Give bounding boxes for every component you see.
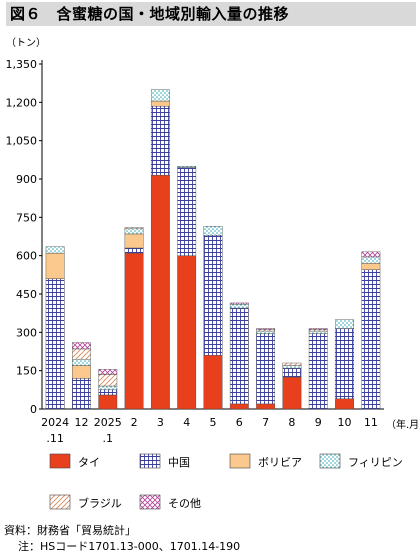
x-tick-label: 10 xyxy=(338,416,352,429)
y-tick-label: 750 xyxy=(16,211,37,224)
bar-segment xyxy=(256,328,276,330)
x-tick-label: 2024 xyxy=(41,416,69,429)
bar-segment xyxy=(256,330,276,334)
bar-segment xyxy=(124,252,144,410)
bar-segment xyxy=(308,330,328,334)
bar-segment xyxy=(282,365,302,369)
chart-title: 図６ 含蜜糖の国・地域別輸入量の推移 xyxy=(6,2,416,26)
bar-segment xyxy=(98,374,118,387)
legend-label: 中国 xyxy=(168,456,190,469)
legend-label: ボリビア xyxy=(258,456,302,469)
bar-segment xyxy=(308,328,328,330)
bar-segment xyxy=(177,255,197,410)
y-axis-unit-label: （トン） xyxy=(6,37,46,49)
bar-segment xyxy=(361,269,381,410)
bar-segment xyxy=(124,227,144,230)
source-note: 資料：財務省「貿易統計」 xyxy=(4,524,136,537)
bar-segment xyxy=(150,105,170,176)
x-tick-label: 12 xyxy=(74,416,88,429)
bar-segment xyxy=(45,252,65,279)
bar-segment xyxy=(203,226,223,236)
bar-segment xyxy=(72,348,91,360)
bar-segment xyxy=(150,100,170,107)
legend-swatch xyxy=(319,453,341,469)
y-tick-label: 1,200 xyxy=(6,96,38,109)
bar-segment xyxy=(335,398,354,410)
x-axis-unit-label: （年.月） xyxy=(386,418,420,431)
bar-segment xyxy=(98,369,118,375)
bar-segment xyxy=(150,174,170,410)
bar-segment xyxy=(124,233,144,249)
legend-swatch xyxy=(229,453,251,469)
x-tick-label: 6 xyxy=(236,416,243,429)
bar-segment xyxy=(45,246,65,254)
y-tick-label: 600 xyxy=(16,250,37,263)
bar-segment xyxy=(308,333,328,410)
bar-segment xyxy=(98,385,118,391)
bar-segment xyxy=(177,166,197,168)
bar-segment xyxy=(229,307,249,405)
x-tick-label: 7 xyxy=(262,416,269,429)
y-tick-label: 0 xyxy=(30,403,37,416)
bar-segment xyxy=(361,256,381,264)
bar-segment xyxy=(256,403,276,410)
bar-segment xyxy=(150,89,170,102)
x-tick-label: 9 xyxy=(315,416,322,429)
bar-segment xyxy=(335,319,354,329)
bar-segment xyxy=(177,167,197,256)
y-tick-label: 450 xyxy=(16,288,37,301)
bar-segment xyxy=(45,278,65,410)
y-tick-label: 1,050 xyxy=(6,135,38,148)
bar-segment xyxy=(72,365,91,379)
legend-label: その他 xyxy=(168,497,201,510)
bar-segment xyxy=(335,328,354,399)
x-tick-label: 3 xyxy=(157,416,164,429)
bar-segment xyxy=(282,362,302,366)
legend-label: フィリピン xyxy=(348,456,403,469)
bar-segment xyxy=(229,304,249,309)
x-tick-label: 11 xyxy=(364,416,378,429)
x-tick-label: .1 xyxy=(103,432,114,445)
y-tick-label: 300 xyxy=(16,326,37,339)
bar-segment xyxy=(282,367,302,378)
bar-segment xyxy=(98,394,118,410)
y-tick-label: 900 xyxy=(16,173,37,186)
y-tick-label: 150 xyxy=(16,365,37,378)
bar-segment xyxy=(229,302,249,305)
bar-segment xyxy=(72,358,91,366)
bar-segment xyxy=(282,376,302,410)
bar-segment xyxy=(229,403,249,410)
legend-swatch xyxy=(49,453,71,469)
x-tick-label: 4 xyxy=(183,416,190,429)
x-tick-label: 2025 xyxy=(94,416,122,429)
bar-segment xyxy=(203,355,223,410)
x-tick-label: 8 xyxy=(288,416,295,429)
x-tick-label: .11 xyxy=(46,432,64,445)
bar-segment xyxy=(256,333,276,405)
legend-label: タイ xyxy=(78,456,100,469)
x-tick-label: 2 xyxy=(131,416,138,429)
legend-label: ブラジル xyxy=(78,496,122,510)
bar-segment xyxy=(98,389,118,396)
hs-code-note: 注：HSコード1701.13-000、1701.14-190 xyxy=(18,540,241,553)
legend-swatch xyxy=(139,494,161,510)
bar-segment xyxy=(203,235,223,356)
legend-swatch xyxy=(49,494,71,510)
bar-segment xyxy=(361,263,381,270)
bar-segment xyxy=(72,378,91,410)
bar-segment xyxy=(361,251,381,258)
x-tick-label: 5 xyxy=(210,416,217,429)
bar-segment xyxy=(124,247,144,254)
bar-segment xyxy=(124,228,144,235)
legend-swatch xyxy=(139,453,161,469)
bar-segment xyxy=(72,342,91,350)
y-tick-label: 1,350 xyxy=(6,58,38,71)
